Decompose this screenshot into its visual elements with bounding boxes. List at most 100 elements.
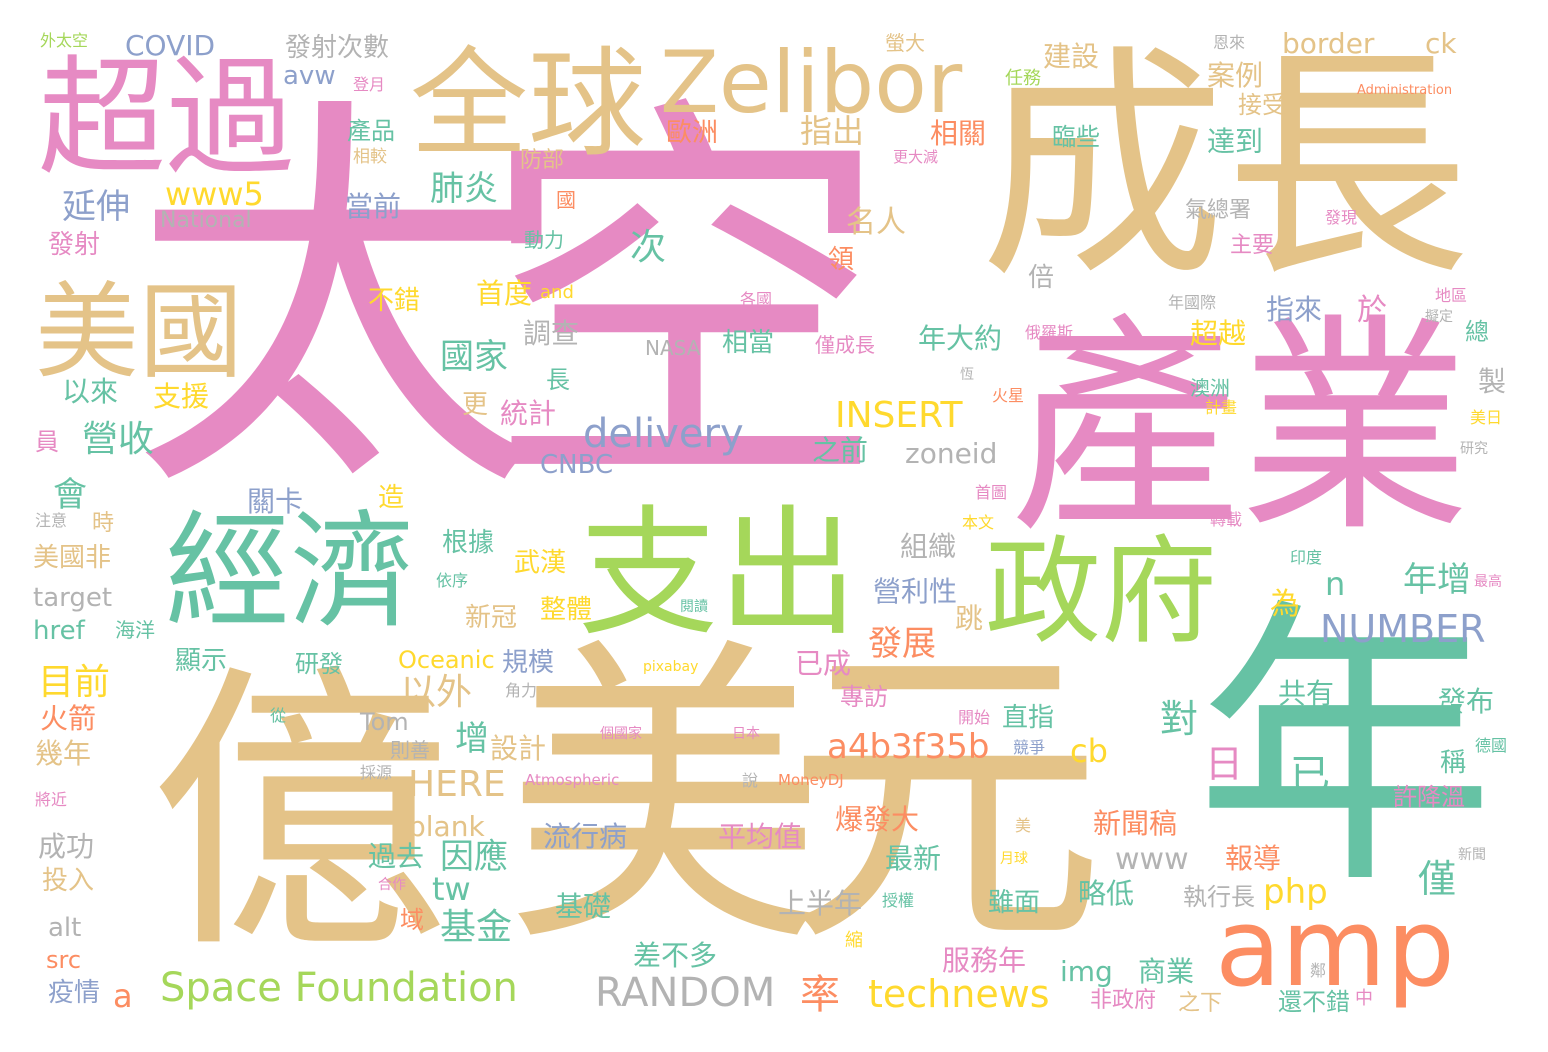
word-zhi: 製: [1478, 365, 1507, 398]
word-and: and: [540, 282, 574, 303]
word-gongyou: 共有: [1278, 677, 1335, 710]
word-jiaoli: 角力: [505, 681, 538, 700]
word-dengyue: 登月: [353, 75, 386, 94]
word-linxie: 臨些: [1052, 123, 1100, 151]
word-zhiqian: 之前: [812, 434, 869, 467]
word-tongji: 統計: [500, 397, 557, 430]
word-feiyan: 肺炎: [430, 169, 498, 209]
word-diqu: 地區: [1435, 286, 1468, 305]
word-gengdajian: 更大減: [893, 148, 939, 166]
word-dangqian: 當前: [345, 190, 402, 223]
word-jihua: 計畫: [1205, 398, 1238, 417]
word-fazhan: 發展: [868, 624, 936, 664]
word-ri: 日: [1205, 742, 1244, 786]
word-quanqiu: 全球: [410, 35, 647, 173]
word-chang: 長: [546, 366, 570, 394]
word-dongli: 動力: [524, 228, 564, 252]
word-xujiangwen: 許降溫: [1393, 783, 1465, 811]
word-zhengfu: 政府: [985, 525, 1217, 660]
word-xinwen: 新聞: [1458, 847, 1486, 863]
word-amp: amp: [1215, 886, 1455, 1011]
word-covid: COVID: [125, 29, 216, 62]
word-zhilai: 指來: [1266, 293, 1323, 326]
word-oceanic: Oceanic: [398, 646, 495, 674]
word-jiangjin: 將近: [35, 790, 68, 809]
word-meiguo: 美國: [35, 271, 244, 393]
word-ouzhou: 歐洲: [666, 118, 719, 148]
word-chaoyue: 超越: [1190, 317, 1247, 350]
word-a: a: [113, 977, 133, 1015]
word-administration: Administration: [1357, 83, 1453, 98]
word-suo: 縮: [845, 930, 863, 951]
word-yanfa: 研發: [295, 650, 343, 678]
word-bei: 倍: [1028, 263, 1055, 293]
word-yicheng: 已成: [795, 647, 852, 680]
word-tw: tw: [432, 870, 471, 908]
word-target: target: [33, 583, 113, 613]
word-meiyuan: 美元: [505, 614, 1105, 986]
word-zhixingzhang: 執行長: [1183, 883, 1255, 911]
word-jinchengzhang: 僅成長: [815, 333, 875, 357]
word-chanye: 產業: [1010, 296, 1471, 563]
word-fangbu: 防部: [520, 148, 565, 173]
word-zhichu2: 指出: [800, 112, 865, 150]
word-xianshi: 顯示: [175, 646, 228, 676]
word-zeshan: 則善: [390, 738, 430, 762]
word-shuo: 說: [742, 771, 759, 790]
word-delivery: delivery: [583, 411, 744, 457]
word-zhuyao: 主要: [1230, 233, 1275, 258]
word-taikong: 太空: [130, 64, 890, 542]
word-chanpin: 產品: [347, 117, 395, 145]
word-dadao: 達到: [1207, 125, 1264, 158]
word-www: www: [1115, 842, 1189, 877]
word-zhiyuan: 支援: [153, 380, 210, 413]
word-php: php: [1263, 872, 1328, 912]
word-pingjunzhi: 平均值: [718, 820, 803, 853]
word-jijin: 基金: [440, 907, 513, 948]
word-meiguofei: 美國非: [33, 543, 112, 573]
word-ling: 領: [828, 245, 855, 275]
word-yingshou: 營收: [82, 419, 155, 460]
word-ck: ck: [1425, 27, 1457, 60]
word-yinying: 因應: [440, 837, 508, 877]
word-ci: 次: [630, 227, 667, 268]
word-zao: 造: [378, 483, 405, 513]
word-yi: 億: [150, 640, 450, 989]
word-nianzeng: 年增: [1403, 560, 1471, 600]
word-caiyuan: 採源: [360, 763, 393, 782]
word-zeng: 增: [455, 719, 489, 759]
word-lv: 率: [800, 972, 840, 1018]
word-zuigao: 最高: [1474, 574, 1502, 590]
word-zhuanzai: 轉載: [1210, 510, 1243, 529]
word-baofada: 爆發大: [835, 803, 920, 836]
word-luedi: 略低: [1078, 877, 1135, 910]
word-yingda: 螢大: [885, 31, 925, 55]
word-jinian: 幾年: [35, 737, 92, 770]
word-xiangguan: 相關: [930, 117, 987, 150]
word-href: href: [33, 616, 85, 646]
word-qizongshu: 氣總署: [1185, 198, 1252, 223]
word-technews: technews: [868, 972, 1050, 1016]
word-zhichu: 支出: [578, 493, 859, 656]
word-shangye: 商業: [1138, 955, 1195, 988]
word-nianguoji: 年國際: [1168, 293, 1217, 312]
word-zoneid: zoneid: [905, 437, 998, 470]
word-genju: 根據: [442, 528, 495, 558]
word-jingji: 經濟: [165, 500, 415, 645]
word-deguo: 德國: [1475, 736, 1508, 755]
word-xiangjiao: 相較: [353, 147, 387, 167]
word-yixu: 依序: [436, 571, 469, 590]
word-avw: avw: [283, 61, 336, 91]
word-yindu: 印度: [1290, 548, 1323, 567]
word-yilai: 以來: [62, 375, 119, 408]
word-guo: 國: [556, 188, 576, 212]
word-space-foundation: Space Foundation: [160, 965, 518, 1011]
word-zhizhi: 直指: [1002, 703, 1055, 733]
word-zuixin: 最新: [885, 842, 942, 875]
word-zhixia: 之下: [1178, 991, 1223, 1016]
word-faxian: 發現: [1325, 208, 1358, 227]
word-src: src: [46, 946, 82, 974]
word-atmospheric: Atmospheric: [525, 771, 620, 789]
word-jin: 僅: [1418, 857, 1457, 901]
word-www5: www5: [165, 175, 264, 213]
